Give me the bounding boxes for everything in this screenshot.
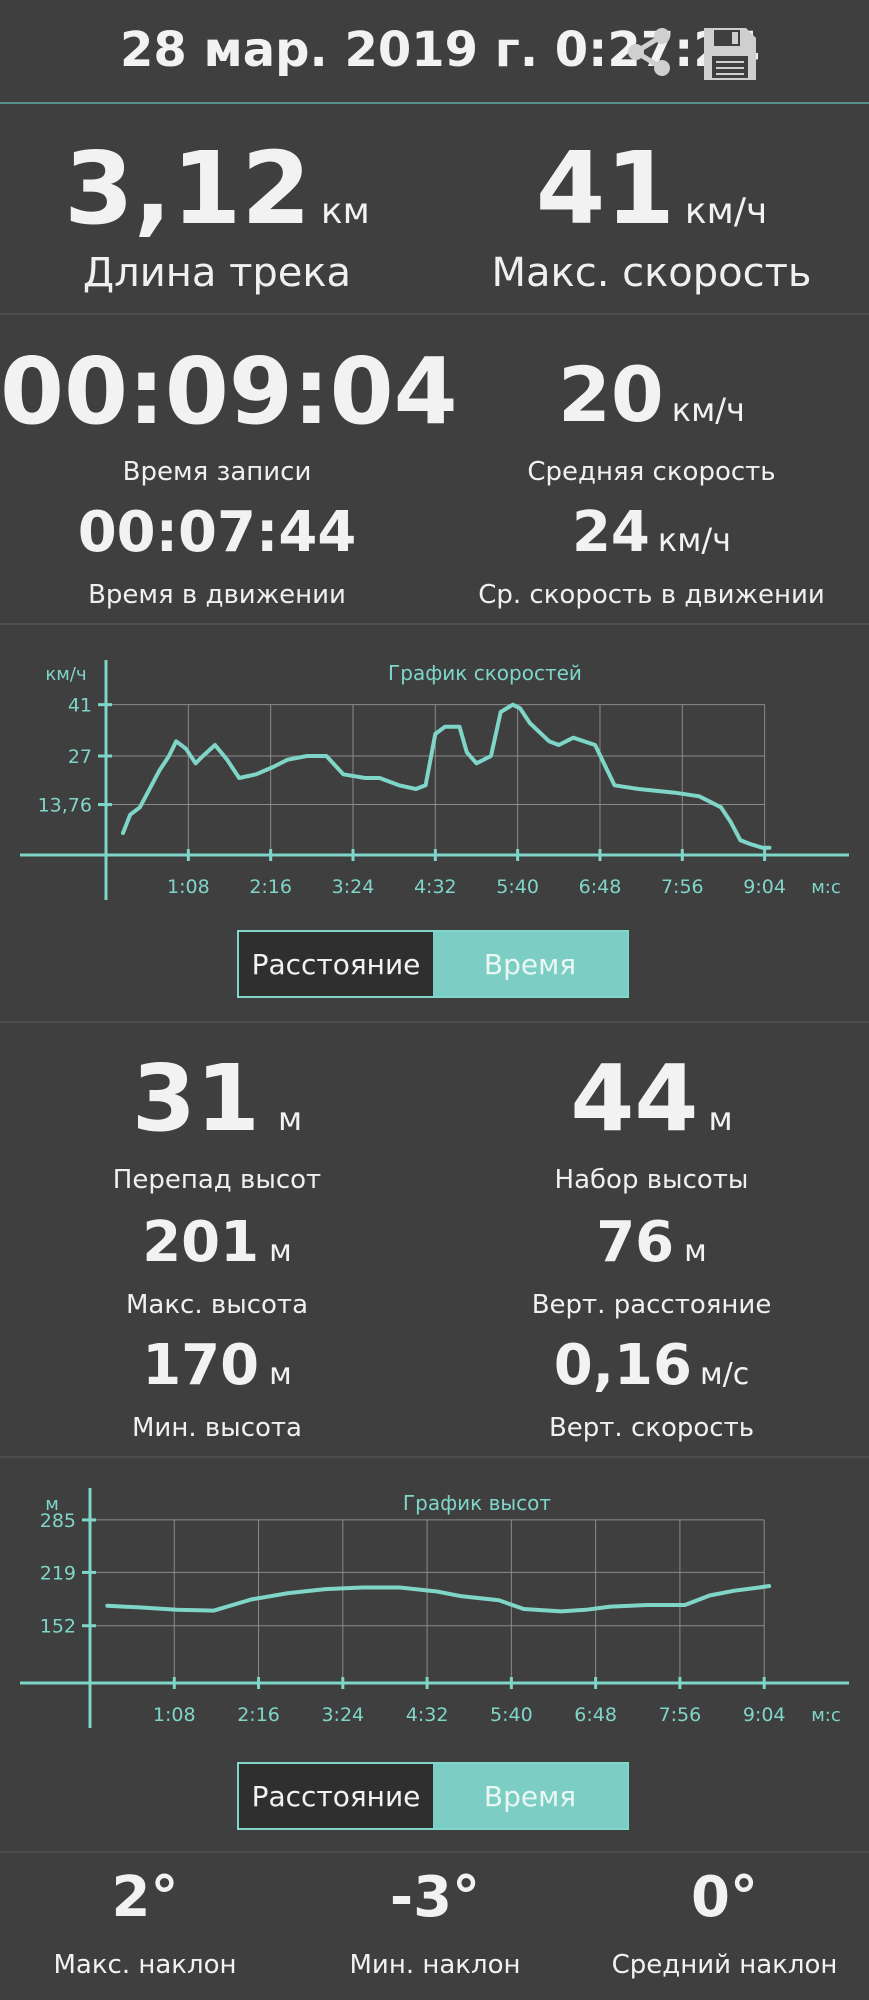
avg-moving-speed-value: 24 км/ч — [571, 500, 732, 565]
vertical-speed-value: 0,16 м/с — [553, 1333, 750, 1398]
header-bar: 28 мар. 2019 г. 0:27:24 — [0, 0, 869, 106]
moving-time-value: 00:07:44 — [77, 500, 357, 565]
max-slope-label: Макс. наклон — [53, 1950, 237, 1980]
x-tick-label: 4:32 — [406, 1704, 449, 1726]
x-tick-label: 7:56 — [659, 1704, 702, 1726]
floppy-disk-icon — [704, 28, 756, 80]
vertical-speed-label: Верт. скорость — [548, 1413, 755, 1443]
min-elevation-value: 170 м — [142, 1333, 292, 1398]
max-speed-label: Макс. скорость — [491, 250, 812, 296]
x-tick-label: 6:48 — [574, 1704, 617, 1726]
elevation-gain-value: 44 м — [570, 1045, 733, 1152]
elevation-toggle-time[interactable]: Время — [433, 1764, 627, 1828]
section-divider — [0, 623, 869, 625]
x-axis-unit-label: м:с — [811, 877, 841, 898]
vertical-distance-value: 76 м — [596, 1210, 707, 1275]
max-slope-value: 2° — [111, 1865, 179, 1930]
track-length-value: 3,12 км — [64, 130, 370, 247]
elevation-gain-label: Набор высоты — [554, 1165, 749, 1195]
series-line — [121, 702, 772, 850]
x-axis-unit-label: м:с — [811, 1705, 841, 1726]
track-datetime-title: 28 мар. 2019 г. 0:27:24 — [120, 22, 761, 78]
elevation-diff-value: 31 м — [131, 1045, 303, 1152]
avg-speed-value: 20 км/ч — [558, 350, 745, 439]
x-tick-label: 1:08 — [167, 876, 210, 898]
y-tick-label: 152 — [40, 1616, 76, 1638]
x-tick-label: 3:24 — [332, 876, 375, 898]
share-button[interactable] — [622, 24, 682, 80]
section-divider — [0, 313, 869, 315]
elevation-diff-label: Перепад высот — [112, 1165, 322, 1195]
header-divider — [0, 102, 869, 104]
speed-chart: График скоростей км/ч 1:08 2:16 3:24 4:32 5:40… — [0, 650, 869, 910]
max-speed-value: 41 км/ч — [535, 130, 768, 247]
avg-moving-speed-label: Ср. скорость в движении — [478, 580, 825, 610]
speed-toggle-time[interactable]: Время — [433, 932, 627, 996]
vertical-distance-label: Верт. расстояние — [531, 1290, 772, 1320]
section-divider — [0, 1851, 869, 1853]
chart-title: График скоростей — [388, 661, 582, 685]
elevation-chart-mode-toggle: Расстояние Время — [237, 1762, 629, 1830]
elevation-chart-canvas: График высот м 1:08 2:16 3:24 4:32 5:40 6:48 7:5… — [20, 1488, 849, 1728]
speed-chart-canvas: График скоростей км/ч 1:08 2:16 3:24 4:32 5:40… — [20, 660, 849, 900]
record-time-value: 00:09:04 — [0, 338, 458, 445]
share-icon — [628, 28, 670, 76]
y-tick-label: 13,76 — [38, 795, 92, 817]
record-time-label: Время записи — [122, 457, 312, 487]
max-elevation-value: 201 м — [142, 1210, 292, 1275]
y-tick-label: 27 — [68, 746, 92, 768]
x-tick-label: 2:16 — [249, 876, 292, 898]
elevation-chart: График высот м 1:08 2:16 3:24 4:32 5:40 6:48 7:5… — [0, 1480, 869, 1735]
elevation-toggle-distance[interactable]: Расстояние — [239, 1764, 433, 1828]
x-tick-label: 9:04 — [743, 876, 786, 898]
y-axis-unit-label: м — [45, 1494, 59, 1515]
x-tick-label: 4:32 — [414, 876, 457, 898]
y-tick-label: 285 — [40, 1510, 76, 1532]
x-tick-label: 3:24 — [321, 1704, 364, 1726]
x-tick-label: 7:56 — [661, 876, 704, 898]
speed-toggle-distance[interactable]: Расстояние — [239, 932, 433, 996]
x-tick-label: 5:40 — [496, 876, 539, 898]
x-tick-label: 5:40 — [490, 1704, 533, 1726]
section-divider — [0, 1456, 869, 1458]
y-tick-label: 41 — [68, 695, 92, 717]
speed-chart-mode-toggle: Расстояние Время — [237, 930, 629, 998]
moving-time-label: Время в движении — [88, 580, 346, 610]
series-line — [105, 1584, 772, 1614]
section-divider — [0, 1021, 869, 1023]
avg-slope-value: 0° — [691, 1865, 758, 1930]
avg-speed-label: Средняя скорость — [527, 457, 776, 487]
y-axis-unit-label: км/ч — [45, 664, 86, 685]
min-slope-value: -3° — [389, 1865, 481, 1930]
avg-slope-label: Средний наклон — [611, 1950, 838, 1980]
x-tick-label: 6:48 — [579, 876, 622, 898]
max-elevation-label: Макс. высота — [125, 1290, 309, 1320]
min-slope-label: Мин. наклон — [349, 1950, 521, 1980]
save-button[interactable] — [700, 24, 760, 84]
track-length-label: Длина трека — [82, 250, 352, 296]
y-tick-label: 219 — [40, 1562, 76, 1584]
min-elevation-label: Мин. высота — [132, 1413, 302, 1443]
x-tick-label: 9:04 — [743, 1704, 786, 1726]
x-tick-label: 1:08 — [153, 1704, 196, 1726]
chart-title: График высот — [403, 1491, 551, 1515]
x-tick-label: 2:16 — [237, 1704, 280, 1726]
